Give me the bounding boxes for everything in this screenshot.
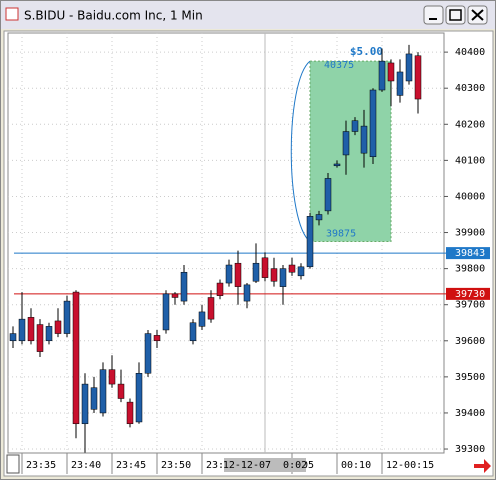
x-tick-label: 23:50 [161,460,191,471]
candle-body [45,326,53,342]
candle-body [351,120,359,132]
y-tick-label: 40000 [455,191,485,202]
candle-body [297,266,305,277]
candle-body [288,264,296,273]
candle-body [342,131,350,156]
candle-body [108,369,116,385]
crosshair-label-bg [224,458,306,472]
candle-body [279,268,287,287]
y-tick-label: 39300 [455,444,485,455]
range-label: $5.00 [350,45,383,58]
candle-body [81,383,89,425]
candle-body [144,333,152,374]
candle-body [243,284,251,302]
candle-body [189,322,197,342]
y-tick-label: 40300 [455,83,485,94]
range-low-label: 39875 [326,229,356,240]
app-icon [5,7,19,21]
y-tick-label: 39400 [455,408,485,419]
y-tick-label: 40200 [455,119,485,130]
x-tick-label: 23:40 [71,460,101,471]
window-title: S.BIDU - Baidu.com Inc, 1 Min [24,9,203,23]
y-tick-label: 39500 [455,372,485,383]
y-tick-label: 39800 [455,264,485,275]
window-buttons[interactable] [423,5,488,25]
icon [471,9,484,21]
candle-body [405,53,413,82]
candle-body [36,324,44,352]
candle-body [126,401,134,425]
y-tick-label: 40100 [455,155,485,166]
candle-body [135,373,143,423]
x-tick-label: 23:5 [206,460,230,471]
candle-body [72,291,80,425]
price-label: 39730 [455,289,485,300]
candle-body [162,293,170,331]
candle-body [180,271,188,302]
y-tick-label: 40400 [455,47,485,58]
range-high-label: 40375 [324,60,354,71]
price-label: 39843 [455,248,485,259]
candle-body [270,268,278,282]
candle-body [9,333,17,342]
candle-body [207,297,215,320]
candle-body [333,163,341,167]
candle-body [153,335,161,342]
candle-body [90,387,98,410]
title-bar [1,1,495,29]
candle-body [324,178,332,212]
candle-body [225,264,233,284]
crosshair-label: 12-12-07 0:02 [223,460,307,471]
candle-body [252,262,260,282]
x-tick-label: 12-00:15 [386,460,434,471]
candle-body [54,320,62,334]
scroll-box[interactable] [6,454,20,474]
candle-body [198,311,206,327]
maximize-button[interactable] [445,5,466,25]
candle-body [234,262,242,287]
candle-body [369,89,377,158]
y-tick-label: 39900 [455,228,485,239]
candle-body [216,282,224,296]
candle-body [306,216,314,268]
y-tick-label: 39700 [455,300,485,311]
candle-body [27,317,35,342]
candle-body [414,55,422,100]
range-arc [290,60,311,242]
minimize-button[interactable] [423,5,444,25]
candle-body [18,318,26,342]
x-tick-label: 23:35 [26,460,56,471]
candle-body [261,257,269,278]
y-tick-label: 39600 [455,336,485,347]
candle-body [117,383,125,399]
candle-body [99,369,107,414]
candle-body [63,300,71,334]
candle-body [360,125,368,154]
candle-body [396,71,404,96]
price-label-bg [446,247,490,260]
icon [449,9,462,21]
scroll-arrow[interactable] [474,459,491,473]
candle-body [387,62,395,82]
x-tick-label: 23:45 [116,460,146,471]
candle-body [378,60,386,91]
price-label-bg [446,287,490,300]
candle-body [171,293,179,298]
range-box [309,60,392,243]
candle-body [315,214,323,221]
x-tick-label: 00:10 [341,460,371,471]
